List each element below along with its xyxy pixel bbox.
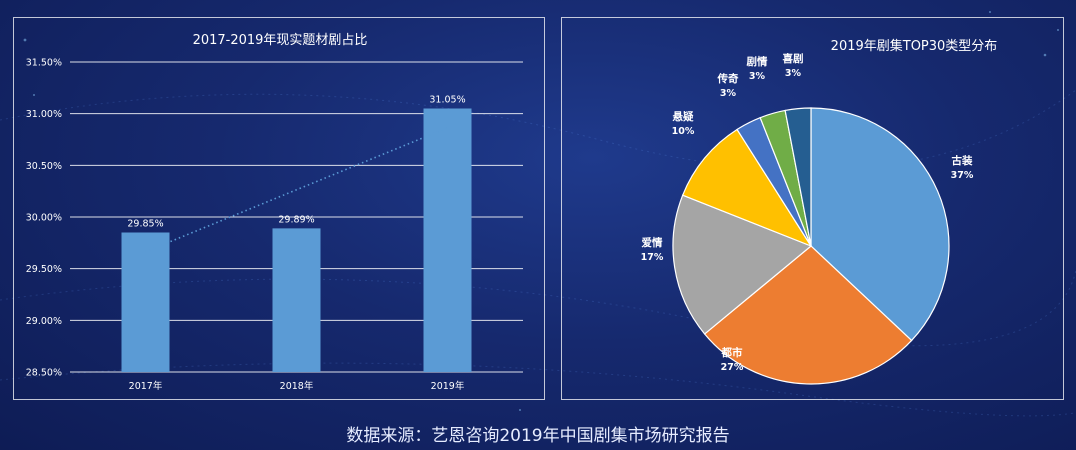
bar-chart-title: 2017-2019年现实题材剧占比	[193, 33, 368, 48]
pie-label-pct: 3%	[749, 71, 766, 82]
pie-slice-爱情	[672, 194, 813, 335]
bar-2019年	[423, 108, 472, 372]
trendline	[145, 127, 448, 253]
pie-chart-panel: 2019年剧集TOP30类型分布古装 37% 都市 27% 爱情 17% 悬疑 10% 传奇 3%…	[561, 17, 1064, 400]
pie-slice-喜剧	[784, 107, 812, 247]
y-tick-label: 30.00%	[26, 213, 62, 224]
y-tick-label: 31.50%	[26, 58, 62, 69]
pie-slice-悬疑	[681, 128, 813, 248]
pie-label-name: 爱情	[642, 236, 663, 249]
pie-slice-都市	[703, 245, 913, 385]
source-note: 数据来源：艺恩咨询2019年中国剧集市场研究报告	[346, 426, 730, 446]
pie-label-name: 都市	[721, 346, 743, 359]
bar-2018年	[272, 228, 321, 372]
pie-label-pct: 17%	[641, 252, 664, 263]
pie-label-name: 传奇	[717, 72, 739, 85]
pie-label-pct: 3%	[785, 68, 802, 79]
y-tick-label: 29.00%	[26, 316, 62, 327]
bar-chart: 2017-2019年现实题材剧占比 28.50% 29.00% 29.50% 30.00…	[26, 33, 523, 392]
y-tick-label: 29.50%	[26, 264, 62, 275]
x-tick-label: 2018年	[280, 380, 314, 392]
pie-label-pct: 10%	[672, 126, 695, 137]
x-tick-label: 2019年	[431, 380, 465, 392]
y-tick-label: 30.50%	[26, 161, 62, 172]
pie-label-name: 剧情	[747, 55, 768, 68]
bar-data-label: 29.89%	[278, 214, 314, 225]
y-tick-label: 28.50%	[26, 368, 62, 379]
pie-slice-古装	[810, 107, 950, 342]
bar-chart-panel: 2017-2019年现实题材剧占比 28.50% 29.00% 29.50% 30.00…	[13, 17, 545, 400]
y-tick-label: 31.00%	[26, 109, 62, 120]
pie-label-name: 悬疑	[672, 110, 694, 123]
pie-label-name: 古装	[952, 154, 973, 167]
bar-data-label: 31.05%	[429, 95, 465, 106]
pie-chart-title: 2019年剧集TOP30类型分布	[831, 38, 998, 54]
pie-label-pct: 3%	[720, 88, 737, 99]
pie-label-pct: 37%	[951, 170, 974, 181]
pie-label-name: 喜剧	[783, 52, 804, 65]
bar-data-label: 29.85%	[127, 219, 163, 230]
x-tick-label: 2017年	[129, 380, 163, 392]
pie-label-pct: 27%	[721, 362, 744, 373]
bar-2017年	[121, 232, 170, 372]
